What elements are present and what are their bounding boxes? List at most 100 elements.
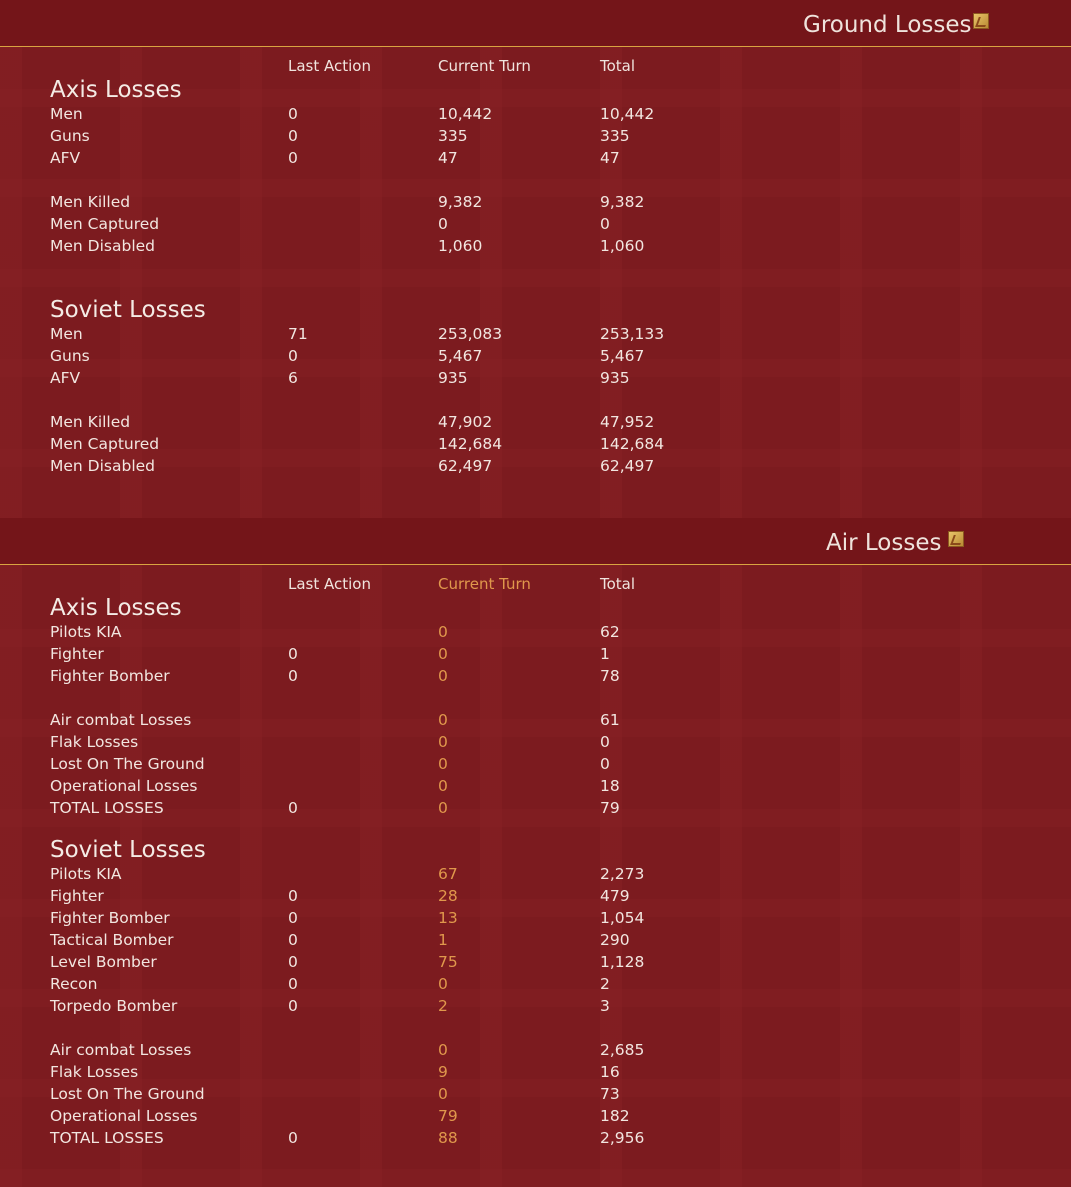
chart-icon[interactable] [948,531,964,547]
current-turn-value: 0 [438,1041,448,1059]
col-total: Total [600,575,636,593]
col-current-turn: Current Turn [438,57,531,75]
total-value: 16 [600,1063,620,1081]
current-turn-value: 28 [438,887,458,905]
total-value: 479 [600,887,630,905]
row-label: Men Killed [50,413,131,431]
table-row: AFV 0 47 47 [0,149,1071,171]
current-turn-value: 0 [438,799,448,817]
current-turn-value: 2 [438,997,448,1015]
total-value: 1,128 [600,953,645,971]
last-action-value: 0 [288,975,298,993]
table-row: Fighter 0 0 1 [0,645,1071,667]
total-value: 1,054 [600,909,645,927]
total-value: 47,952 [600,413,655,431]
current-turn-value: 0 [438,215,448,233]
total-value: 2 [600,975,610,993]
row-label: Guns [50,347,90,365]
table-row: TOTAL LOSSES 0 88 2,956 [0,1129,1071,1151]
table-row: Torpedo Bomber 0 2 3 [0,997,1071,1019]
current-turn-value: 0 [438,975,448,993]
current-turn-value: 0 [438,777,448,795]
row-label: Fighter Bomber [50,667,170,685]
col-total: Total [600,57,636,75]
total-value: 0 [600,733,610,751]
ground-losses-title: Ground Losses [803,12,972,38]
last-action-value: 0 [288,799,298,817]
last-action-value: 0 [288,347,298,365]
last-action-value: 0 [288,887,298,905]
total-value: 182 [600,1107,630,1125]
row-label: AFV [50,149,81,167]
col-current-turn: Current Turn [438,575,531,593]
row-label: Flak Losses [50,1063,139,1081]
total-value: 5,467 [600,347,645,365]
current-turn-value: 0 [438,755,448,773]
row-label: Recon [50,975,98,993]
row-label: Fighter [50,645,104,663]
table-row: Pilots KIA 67 2,273 [0,865,1071,887]
row-label: Men Captured [50,215,160,233]
row-label: Guns [50,127,90,145]
current-turn-value: 253,083 [438,325,503,343]
row-label: Operational Losses [50,1107,198,1125]
table-row: TOTAL LOSSES 0 0 79 [0,799,1071,821]
table-row: Men Captured 142,684 142,684 [0,435,1071,457]
total-value: 3 [600,997,610,1015]
air-losses-header: Air Losses [0,518,1071,565]
table-row: Fighter Bomber 0 13 1,054 [0,909,1071,931]
last-action-value: 0 [288,953,298,971]
current-turn-value: 1,060 [438,237,483,255]
current-turn-value: 75 [438,953,458,971]
last-action-value: 0 [288,667,298,685]
last-action-value: 0 [288,909,298,927]
total-value: 47 [600,149,620,167]
table-row: Tactical Bomber 0 1 290 [0,931,1071,953]
total-value: 61 [600,711,620,729]
air-losses-title: Air Losses [826,530,942,556]
current-turn-value: 10,442 [438,105,493,123]
current-turn-value: 0 [438,645,448,663]
last-action-value: 0 [288,997,298,1015]
total-value: 0 [600,755,610,773]
current-turn-value: 88 [438,1129,458,1147]
table-row: Guns 0 5,467 5,467 [0,347,1071,369]
total-value: 0 [600,215,610,233]
table-row: Lost On The Ground 0 0 [0,755,1071,777]
air-soviet-title: Soviet Losses [50,837,206,863]
row-label: Men Disabled [50,457,155,475]
table-row: Air combat Losses 0 2,685 [0,1041,1071,1063]
total-value: 9,382 [600,193,645,211]
total-value: 253,133 [600,325,665,343]
total-value: 935 [600,369,630,387]
table-row: Operational Losses 0 18 [0,777,1071,799]
current-turn-value: 0 [438,667,448,685]
row-label: Lost On The Ground [50,755,205,773]
total-value: 18 [600,777,620,795]
table-row: Fighter 0 28 479 [0,887,1071,909]
current-turn-value: 0 [438,711,448,729]
row-label: Operational Losses [50,777,198,795]
last-action-value: 6 [288,369,298,387]
total-value: 2,956 [600,1129,645,1147]
last-action-value: 0 [288,127,298,145]
table-row: Flak Losses 9 16 [0,1063,1071,1085]
total-value: 78 [600,667,620,685]
ground-axis-title: Axis Losses [50,77,182,103]
row-label: AFV [50,369,81,387]
last-action-value: 0 [288,931,298,949]
table-row: Recon 0 0 2 [0,975,1071,997]
ground-soviet-title: Soviet Losses [50,297,206,323]
table-row: Level Bomber 0 75 1,128 [0,953,1071,975]
current-turn-value: 1 [438,931,448,949]
row-label: Pilots KIA [50,865,122,883]
current-turn-value: 335 [438,127,468,145]
table-row: Men Disabled 1,060 1,060 [0,237,1071,259]
chart-icon[interactable] [973,13,989,29]
table-row: Men 0 10,442 10,442 [0,105,1071,127]
row-label: Pilots KIA [50,623,122,641]
table-row: Guns 0 335 335 [0,127,1071,149]
row-label: Men [50,105,83,123]
total-value: 79 [600,799,620,817]
